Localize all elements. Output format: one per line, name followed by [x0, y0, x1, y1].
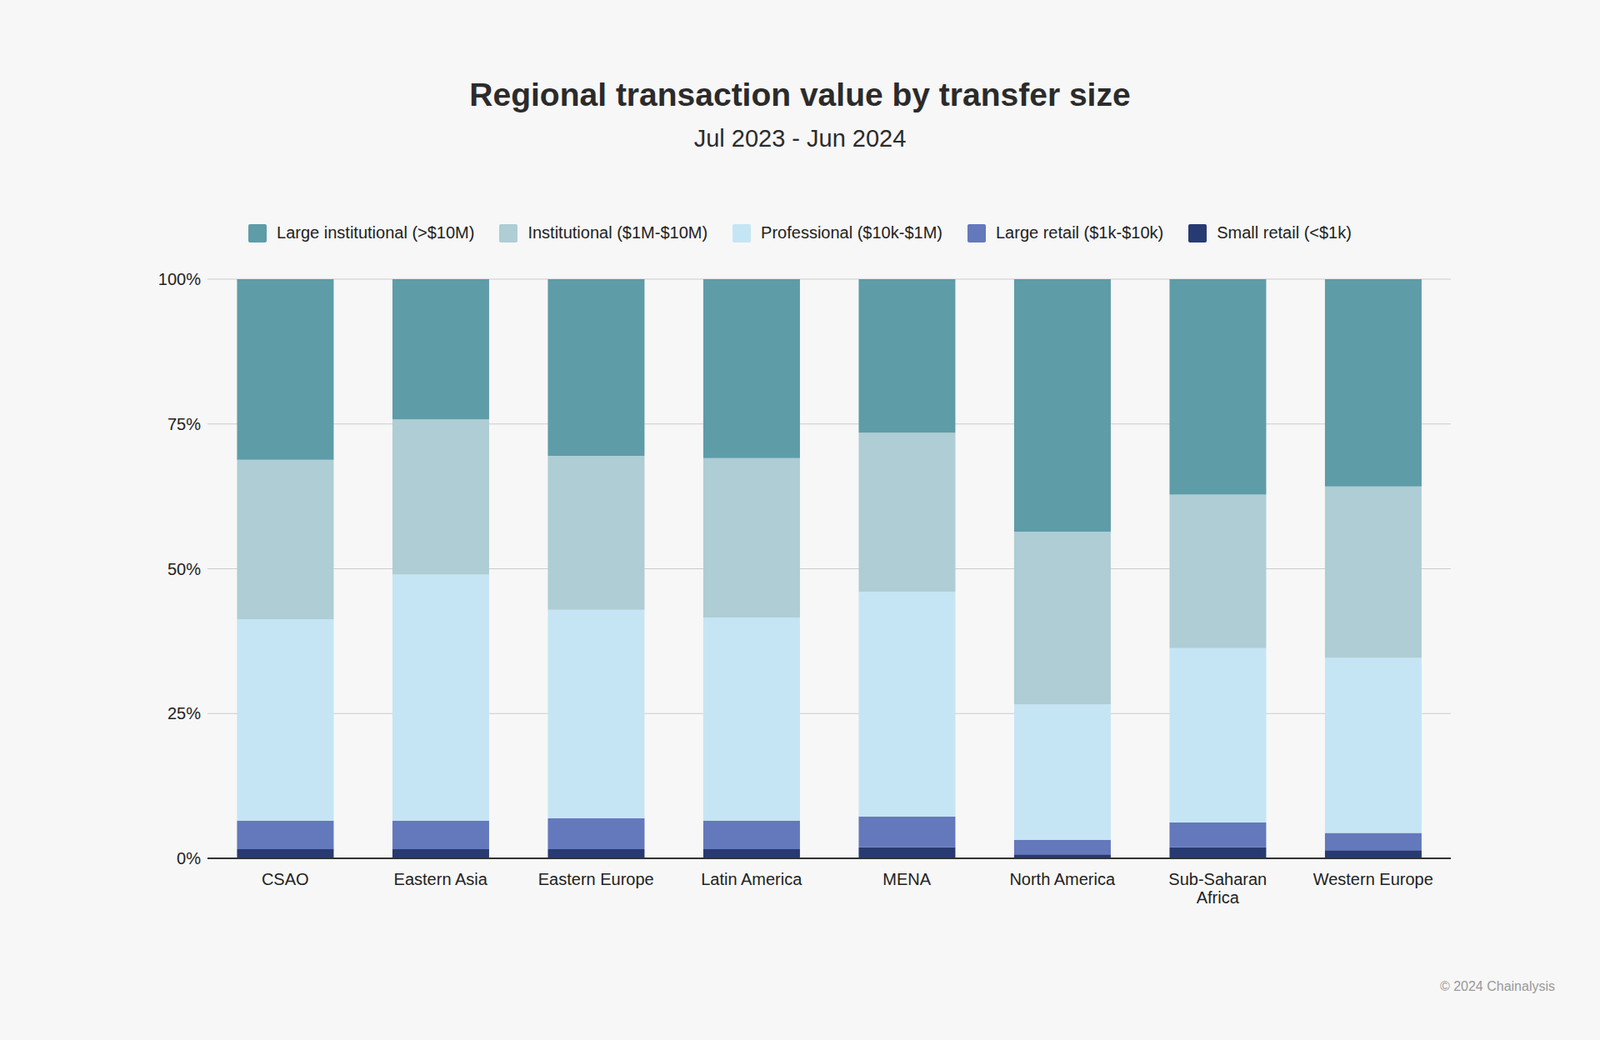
html-text:© 2024 Chainalysis: © 2024 Chainalysis	[1439, 979, 1555, 994]
svg-text:0%: 0%	[176, 849, 201, 868]
html-text:Regional transaction value by: Regional transaction value by transfer s…	[469, 76, 1131, 113]
svg-text:Eastern Europe: Eastern Europe	[538, 870, 655, 889]
svg-text:50%: 50%	[167, 560, 201, 579]
svg-text:CSAO: CSAO	[261, 870, 310, 889]
svg-text:25%: 25%	[167, 704, 201, 723]
html-text:Small retail (<$1k): Small retail (<$1k)	[1216, 223, 1352, 242]
svg-text:MENA: MENA	[882, 870, 931, 889]
svg-text:North America: North America	[1009, 870, 1116, 889]
svg-text:Sub-SaharanAfrica: Sub-SaharanAfrica	[1168, 870, 1267, 907]
html-text:Institutional ($1M-$10M): Institutional ($1M-$10M)	[527, 223, 708, 242]
html-text:Jul 2023 - Jun 2024: Jul 2023 - Jun 2024	[693, 125, 907, 152]
svg-text:Eastern Asia: Eastern Asia	[394, 870, 489, 889]
svg-text:75%: 75%	[167, 415, 201, 434]
html-text:Large retail ($1k-$10k): Large retail ($1k-$10k)	[995, 223, 1164, 242]
html-text:Professional ($10k-$1M): Professional ($10k-$1M)	[760, 223, 943, 242]
svg-text:Western Europe: Western Europe	[1313, 870, 1434, 889]
svg-text:Latin America: Latin America	[700, 870, 803, 889]
html-text:Large institutional (>$10M): Large institutional (>$10M)	[276, 223, 475, 242]
svg-text:100%: 100%	[158, 270, 201, 289]
